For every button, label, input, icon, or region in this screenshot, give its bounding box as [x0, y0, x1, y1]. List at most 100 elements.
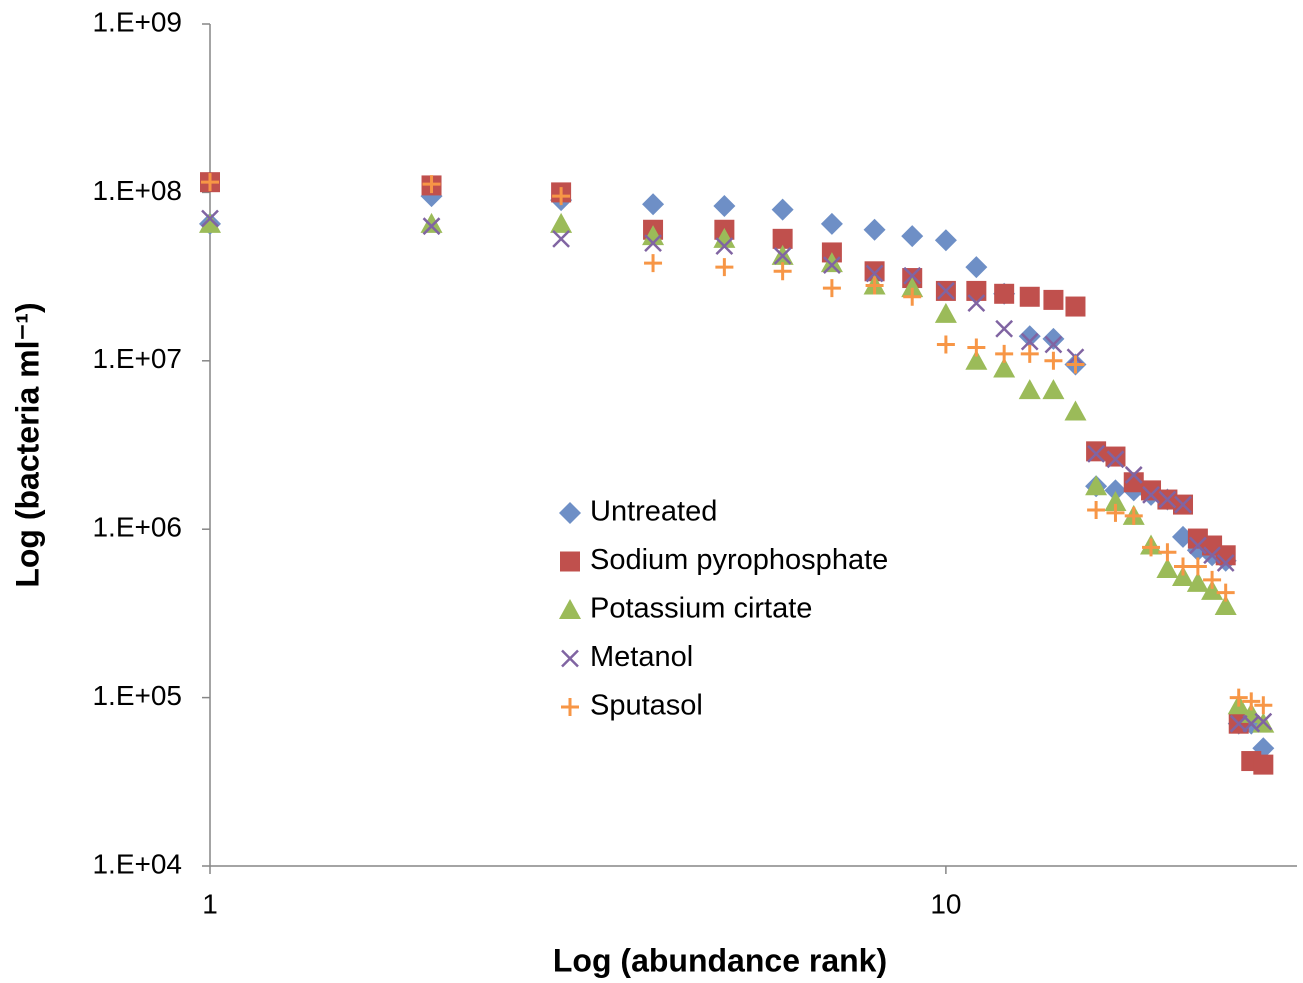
legend-marker	[561, 698, 579, 716]
point	[1106, 503, 1125, 522]
legend-marker	[559, 502, 581, 524]
point	[1104, 491, 1127, 512]
x-tick-label: 10	[930, 888, 961, 919]
point	[1018, 325, 1041, 348]
point	[934, 229, 957, 252]
point	[1066, 355, 1085, 374]
point	[1186, 571, 1209, 592]
point	[901, 225, 924, 248]
point	[1142, 485, 1160, 504]
point	[642, 193, 665, 216]
point	[1087, 501, 1106, 520]
legend-marker	[561, 649, 579, 668]
point	[713, 195, 736, 218]
point	[1242, 692, 1261, 711]
point	[1065, 296, 1086, 317]
point	[1156, 558, 1179, 579]
point	[1044, 335, 1063, 354]
point	[644, 254, 663, 273]
point	[864, 261, 885, 282]
point	[201, 173, 219, 192]
y-tick-label: 1.E+04	[92, 848, 182, 879]
point	[965, 256, 988, 279]
point	[552, 229, 570, 248]
legend-marker	[559, 599, 581, 619]
point	[995, 344, 1014, 363]
point	[1124, 506, 1143, 525]
point	[1229, 688, 1248, 707]
point	[1044, 351, 1063, 370]
y-tick-label: 1.E+06	[92, 512, 182, 543]
point	[1188, 536, 1207, 555]
point	[820, 252, 843, 273]
point	[1043, 289, 1064, 310]
point	[1254, 712, 1273, 731]
point	[967, 294, 986, 313]
y-tick-label: 1.E+05	[92, 680, 182, 711]
point	[1253, 754, 1274, 775]
point	[1158, 490, 1177, 509]
point	[1019, 286, 1040, 307]
point	[420, 212, 443, 233]
point	[201, 209, 219, 228]
point	[713, 227, 736, 248]
point	[965, 349, 988, 370]
legend-label: Metanol	[590, 641, 693, 673]
point	[820, 212, 843, 235]
point	[773, 262, 792, 281]
point	[422, 217, 441, 236]
point	[1086, 441, 1107, 462]
point	[1201, 579, 1224, 600]
point	[903, 287, 922, 306]
point	[1141, 480, 1162, 501]
y-axis-title: Log (bacteria ml⁻¹)	[9, 302, 45, 587]
point	[1172, 566, 1195, 587]
point	[1064, 400, 1087, 421]
point	[550, 212, 573, 233]
legend-label: Untreated	[590, 496, 717, 528]
point	[993, 357, 1016, 378]
point	[715, 237, 734, 255]
point	[1087, 445, 1105, 463]
point	[1020, 344, 1039, 363]
point	[1124, 466, 1143, 484]
point	[644, 234, 662, 252]
point	[1018, 379, 1041, 400]
point	[1104, 479, 1127, 502]
point	[1123, 472, 1144, 493]
point	[865, 276, 884, 295]
point	[865, 264, 884, 283]
legend-marker	[560, 551, 580, 572]
point	[901, 277, 924, 298]
point	[1203, 570, 1222, 589]
y-tick-label: 1.E+07	[92, 343, 182, 374]
legend-label: Sputasol	[590, 690, 703, 722]
legend-label: Sodium pyrophosphate	[590, 544, 888, 576]
point	[1020, 332, 1039, 351]
y-tick-label: 1.E+08	[92, 175, 182, 206]
point	[1215, 545, 1236, 566]
point	[1106, 450, 1125, 469]
point	[1216, 554, 1235, 572]
point	[552, 187, 571, 206]
point	[1174, 495, 1192, 514]
point	[422, 175, 441, 194]
point	[934, 302, 957, 323]
point	[1042, 327, 1065, 350]
point	[995, 319, 1014, 338]
point	[1216, 583, 1235, 602]
point	[1188, 557, 1207, 576]
point	[1085, 475, 1108, 496]
point	[967, 338, 986, 357]
point	[199, 212, 221, 233]
point	[936, 335, 955, 354]
point	[1203, 546, 1221, 565]
point	[772, 228, 793, 249]
point	[1142, 538, 1161, 557]
y-tick-label: 1.E+09	[92, 6, 182, 37]
point	[863, 218, 886, 241]
legend-label: Potassium cirtate	[590, 593, 812, 625]
point	[823, 256, 841, 274]
point	[1214, 594, 1237, 615]
